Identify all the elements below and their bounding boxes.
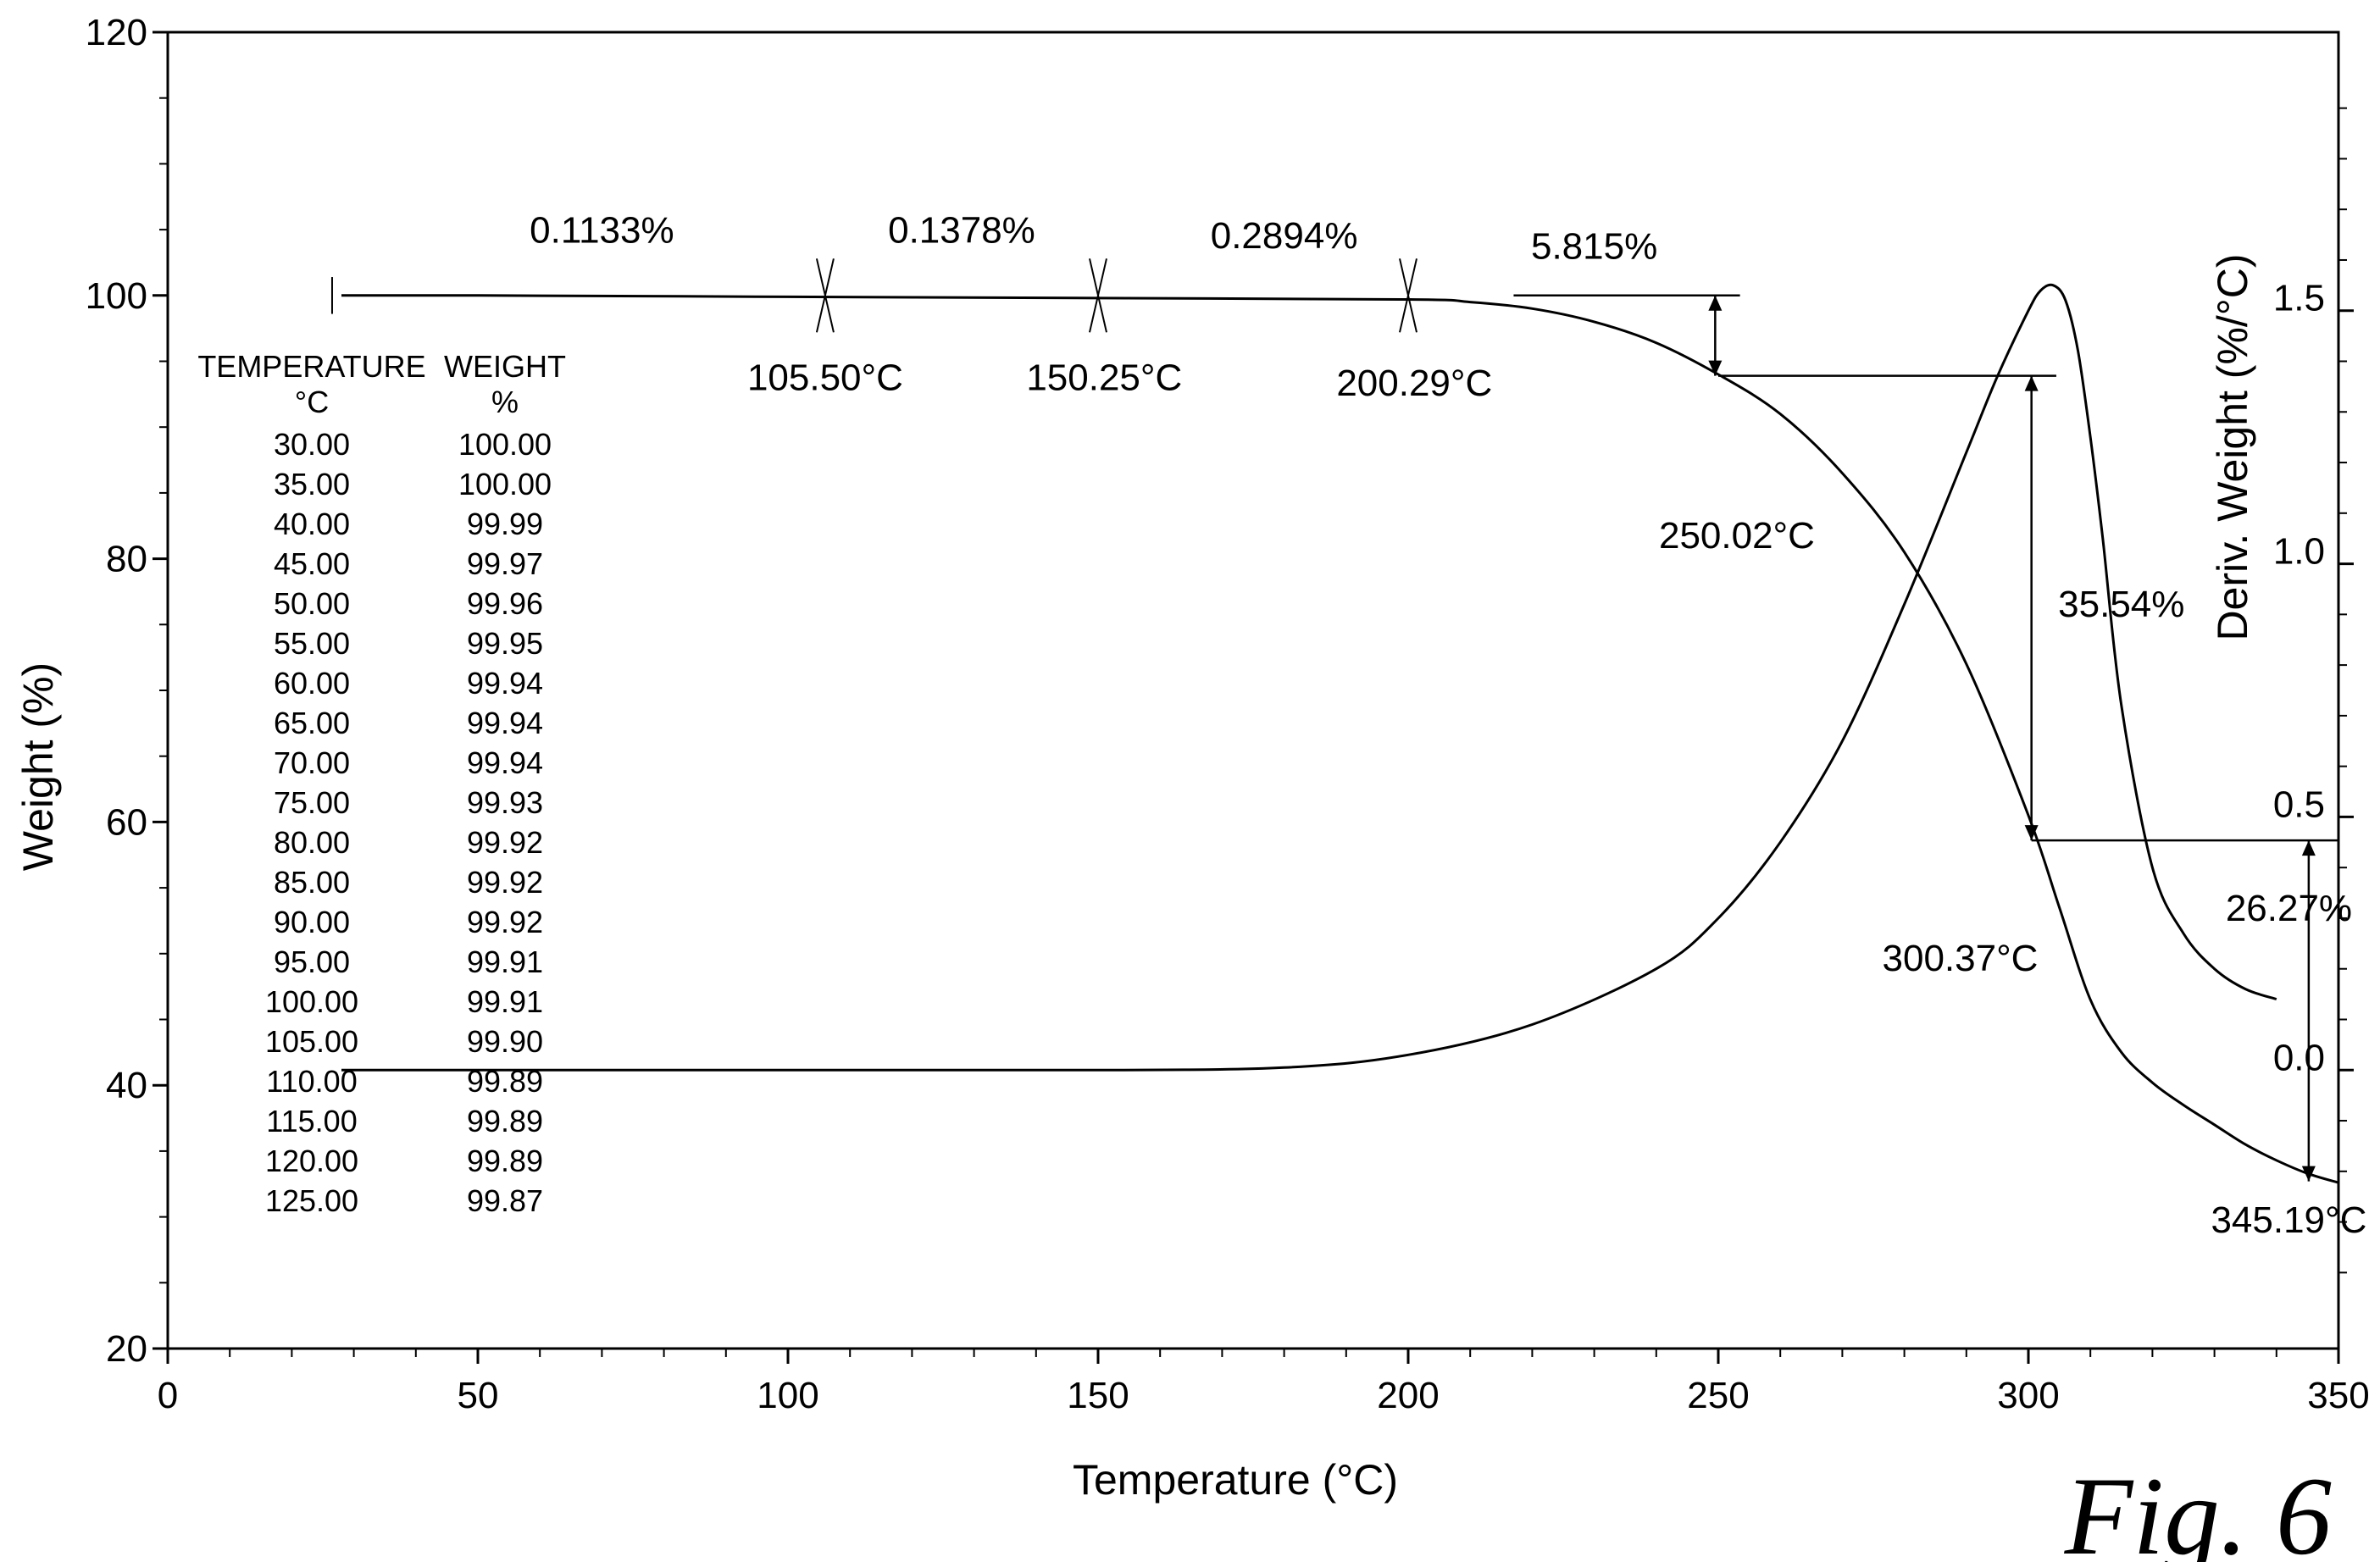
annotation-label: 26.27% [2226,888,2352,929]
weight-curve [341,294,2339,1184]
table-cell: 99.97 [467,546,543,581]
x-tick-label: 0 [158,1375,178,1416]
table-cell: 120.00 [265,1144,358,1178]
table-cell: 80.00 [274,825,350,860]
table-cell: 99.89 [467,1104,543,1138]
table-cell: 100.00 [458,427,552,462]
table-cell: 100.00 [458,467,552,501]
arrow-head [1708,360,1723,376]
annotation-label: 250.02°C [1659,515,1815,557]
table-cell: 105.00 [265,1024,358,1059]
table-cell: 99.92 [467,825,543,860]
table-cell: 99.89 [467,1144,543,1178]
table-cell: 45.00 [274,546,350,581]
y2-tick-label: 1.0 [2273,531,2325,573]
y2-tick-label: 0.5 [2273,784,2325,825]
annotation-label: 0.1378% [888,210,1035,252]
table-cell: 99.91 [467,984,543,1019]
y2-tick-label: 1.5 [2273,278,2325,319]
table-cell: 70.00 [274,745,350,780]
table-unit: °C [295,385,329,419]
x-axis-title: Temperature (°C) [1073,1456,1398,1504]
x-tick-label: 100 [757,1375,818,1416]
table-cell: 99.91 [467,944,543,979]
x-tick-label: 50 [458,1375,499,1416]
axis-ticks [153,30,2354,1364]
y-tick-label: 120 [86,12,147,53]
annotation-label: 300.37°C [1883,938,2039,979]
arrow-head [2301,1166,2316,1182]
annotation-label: 35.54% [2058,584,2184,625]
x-tick-label: 250 [1687,1375,1749,1416]
table-cell: 99.94 [467,666,543,701]
table-cell: 110.00 [266,1064,357,1099]
y-tick-label: 100 [86,275,147,317]
series-layer [341,283,2339,1184]
table-cell: 99.96 [467,586,543,621]
y-tick-label: 60 [106,801,147,843]
table-cell: 99.94 [467,706,543,740]
table-cell: 50.00 [274,586,350,621]
data-table: TEMPERATURE°C WEIGHT% 30.00 100.00 35.00 100.… [197,349,566,1218]
table-cell: 65.00 [274,706,350,740]
table-cell: 99.99 [467,507,543,541]
table-cell: 99.92 [467,905,543,939]
annotation-label: 0.1133% [530,210,674,252]
table-cell: 99.95 [467,626,543,661]
table-cell: 40.00 [274,507,350,541]
y-tick-label: 80 [106,539,147,580]
table-unit: % [491,385,519,419]
annotations: 0.1133% 0.1378% 0.2894% 5.815% 105.50°C 150.2… [530,210,2366,1242]
y2-tick-label: 0.0 [2273,1037,2325,1078]
y-tick-label: 40 [106,1065,147,1106]
step-marker [1399,258,1417,333]
annotation-label: 5.815% [1531,225,1657,267]
x-tick-label: 150 [1067,1375,1129,1416]
axis-tick-labels: 0 50 100 150 200 250 300 350204060801001200.00.… [86,12,2370,1416]
figure-label: Fig. 6 [2064,1454,2332,1562]
arrow-head [2024,825,2039,841]
table-cell: 99.93 [467,785,543,820]
table-cell: 90.00 [274,905,350,939]
arrow-head [1708,295,1723,311]
x-tick-label: 350 [2307,1375,2369,1416]
x-tick-label: 300 [1997,1375,2059,1416]
table-cell: 55.00 [274,626,350,661]
table-cell: 99.89 [467,1064,543,1099]
deriv-weight-curve [341,283,2277,1072]
annotation-label: 200.29°C [1336,363,1492,404]
annotation-label: 345.19°C [2211,1199,2366,1241]
y2-axis-title: Deriv. Weight (%/°C) [2209,253,2256,640]
table-cell: 35.00 [274,467,350,501]
step-marker [815,258,835,333]
table-cell: 30.00 [274,427,350,462]
table-cell: 99.92 [467,865,543,900]
y-tick-label: 20 [106,1328,147,1370]
table-cell: 95.00 [274,944,350,979]
arrow-head [2301,840,2316,856]
arrow-head [2024,375,2039,391]
table-cell: 100.00 [265,984,358,1019]
table-header: TEMPERATURE [197,349,425,384]
annotation-label: 0.2894% [1211,215,1358,257]
table-cell: 99.90 [467,1024,543,1059]
table-cell: 99.87 [467,1183,543,1218]
y-axis-title: Weight (%) [14,662,62,871]
step-marker [1089,258,1107,333]
table-header: WEIGHT [444,349,566,384]
table-cell: 99.94 [467,745,543,780]
x-tick-label: 200 [1377,1375,1439,1416]
table-cell: 85.00 [274,865,350,900]
annotation-label: 150.25°C [1026,357,1182,399]
table-cell: 75.00 [274,785,350,820]
table-cell: 115.00 [266,1104,357,1138]
step-markers [330,258,2338,1182]
annotation-label: 105.50°C [747,357,903,399]
table-cell: 60.00 [274,666,350,701]
table-cell: 125.00 [265,1183,358,1218]
